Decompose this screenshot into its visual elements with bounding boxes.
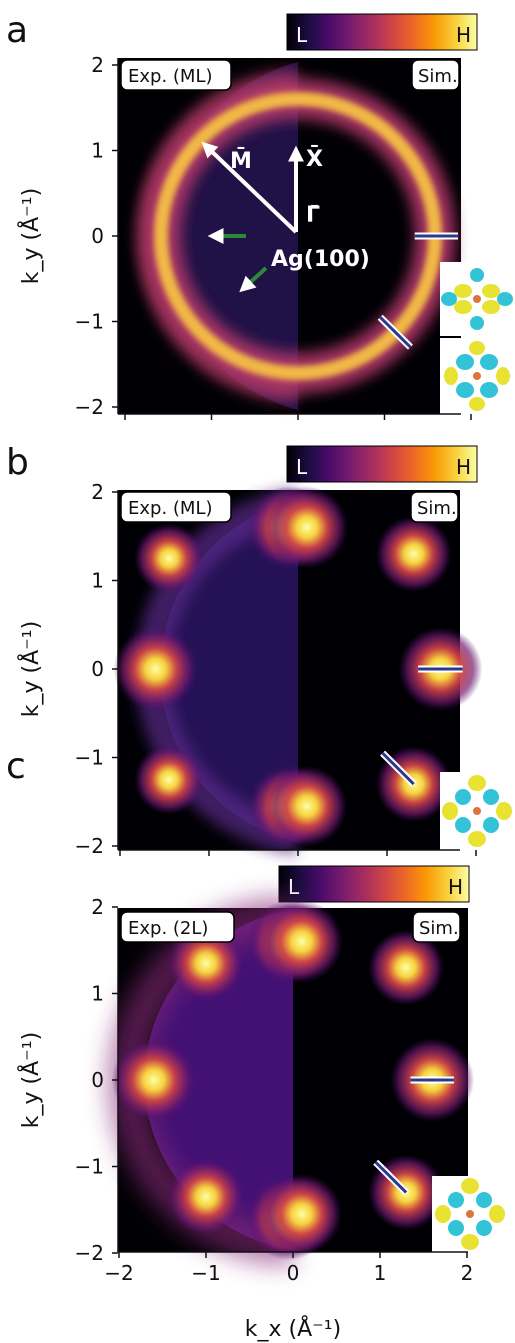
green-arrow-2 [239,266,268,293]
cut-lines-b [380,665,463,787]
lobe-c-1 [111,1038,196,1122]
exp-tag-b-box [120,491,232,523]
tags-b: Exp. (ML) Sim. [120,491,459,523]
y-axis-label-c: k_y (Å⁻¹) [17,1032,44,1128]
x-tick-label-c-3: 1 [374,1261,387,1285]
m-arrow [201,141,298,234]
colorbar-a: L H [286,13,478,51]
lobe-c-2 [167,924,245,1003]
y-tick-label-b-4: 2 [91,480,104,504]
lobe-b-7 [266,765,348,847]
tags-c: Exp. (2L) Sim. [120,911,461,943]
y-tick-label-c-0: −2 [75,1241,104,1265]
y-tick-label-a-3: 1 [91,139,104,163]
exp-tag-a-box [120,59,232,91]
axes-c: −2 −1 0 1 2 −2 −1 0 1 2 [75,895,474,1285]
tags-a: Exp. (ML) Sim. [120,59,460,91]
panel-letter-b: b [6,442,29,483]
colorbar-c-bar [278,865,470,903]
plot-area-c [108,896,508,1266]
exp-tag-c: Exp. (2L) [128,918,208,939]
exp-tag-b: Exp. (ML) [128,498,213,519]
colorbar-b: L H [286,445,478,483]
y-tick-label-b-2: 0 [91,657,104,681]
x-tick-label-c-4: 2 [461,1261,474,1285]
y-tick-label-b-3: 1 [91,569,104,593]
y-tick-label-c-2: 0 [91,1068,104,1092]
colorbar-a-bar [286,13,478,51]
y-tick-label-a-1: −1 [75,310,104,334]
colorbar-a-high: H [456,23,471,47]
cut-line-b-2 [381,752,415,786]
panel-letter-c: c [6,746,26,787]
lobe-b-6 [265,486,349,569]
lobe-c-3 [167,1157,245,1236]
y-tick-label-c-1: −1 [75,1155,104,1179]
substrate-label: Ag(100) [271,247,370,272]
sim-tag-c-box [412,911,461,943]
orbital-inset-a1 [440,262,515,336]
exp-disk-c [144,910,293,1250]
sim-tag-a: Sim. [418,66,458,87]
panel-a: a L H [6,10,515,420]
lobe-b-2 [134,523,204,594]
y-tick-label-a-4: 2 [91,53,104,77]
cut-line-a-2 [379,316,412,349]
panel-c: c L H [6,746,508,1342]
sim-tag-c: Sim. [419,918,459,939]
sim-tag-b-box [410,491,459,523]
orbital-inset-c [432,1176,508,1252]
colorbar-c-low: L [288,875,300,899]
orbital-inset-a2 [440,338,515,414]
colorbar-b-bar [286,445,478,483]
colorbar-b-high: H [456,455,471,479]
gamma-point-label: Γ̄ [306,203,320,228]
exp-tag-a: Exp. (ML) [128,66,213,87]
orbital-inset-b [440,772,515,850]
lobe-c-8 [368,929,445,1006]
y-axis-label-a: k_y (Å⁻¹) [17,188,44,284]
y-tick-label-a-2: 0 [91,224,104,248]
lobe-b-8 [375,515,452,592]
lobe-c-6 [260,900,343,983]
y-tick-label-b-0: −2 [75,834,104,858]
lobe-b-1 [113,627,198,711]
y-tick-label-c-3: 1 [91,982,104,1006]
cut-lines-c [373,1076,454,1195]
x-tick-label-c-0: −2 [104,1261,133,1285]
divider-a [118,58,298,414]
y-axis-label-b: k_y (Å⁻¹) [17,621,44,717]
x-point-label: X̄ [306,146,323,172]
x-axis-label-c: k_x (Å⁻¹) [245,1315,341,1342]
panel-letter-a: a [6,10,28,51]
y-tick-label-c-4: 2 [91,895,104,919]
m-point-label: M̄ [230,148,252,174]
lobe-c-7 [261,1173,343,1255]
plot-area-b [113,486,515,855]
sim-tag-b: Sim. [417,498,457,519]
cut-line-c-2 [374,1161,408,1194]
colorbar-b-low: L [296,455,308,479]
exp-tag-c-box [120,911,235,943]
axes-b: −2 −1 0 1 2 [75,480,477,858]
panel-b: b L H [6,442,515,858]
colorbar-a-low: L [296,23,308,47]
cut-lines-a [377,232,459,350]
x-tick-label-c-1: −1 [191,1261,220,1285]
y-tick-label-b-1: −1 [75,746,104,770]
axes-a: −2 −1 0 1 2 [75,53,472,420]
lobe-b-3 [134,744,204,815]
annotations-a: M̄ X̄ Γ̄ Ag(100) [201,141,370,293]
colorbar-c-high: H [448,875,463,899]
x-tick-label-c-2: 0 [287,1261,300,1285]
colorbar-c: L H [278,865,470,903]
sim-tag-a-box [411,59,460,91]
y-tick-label-a-0: −2 [75,395,104,419]
plot-area-a [118,58,515,414]
